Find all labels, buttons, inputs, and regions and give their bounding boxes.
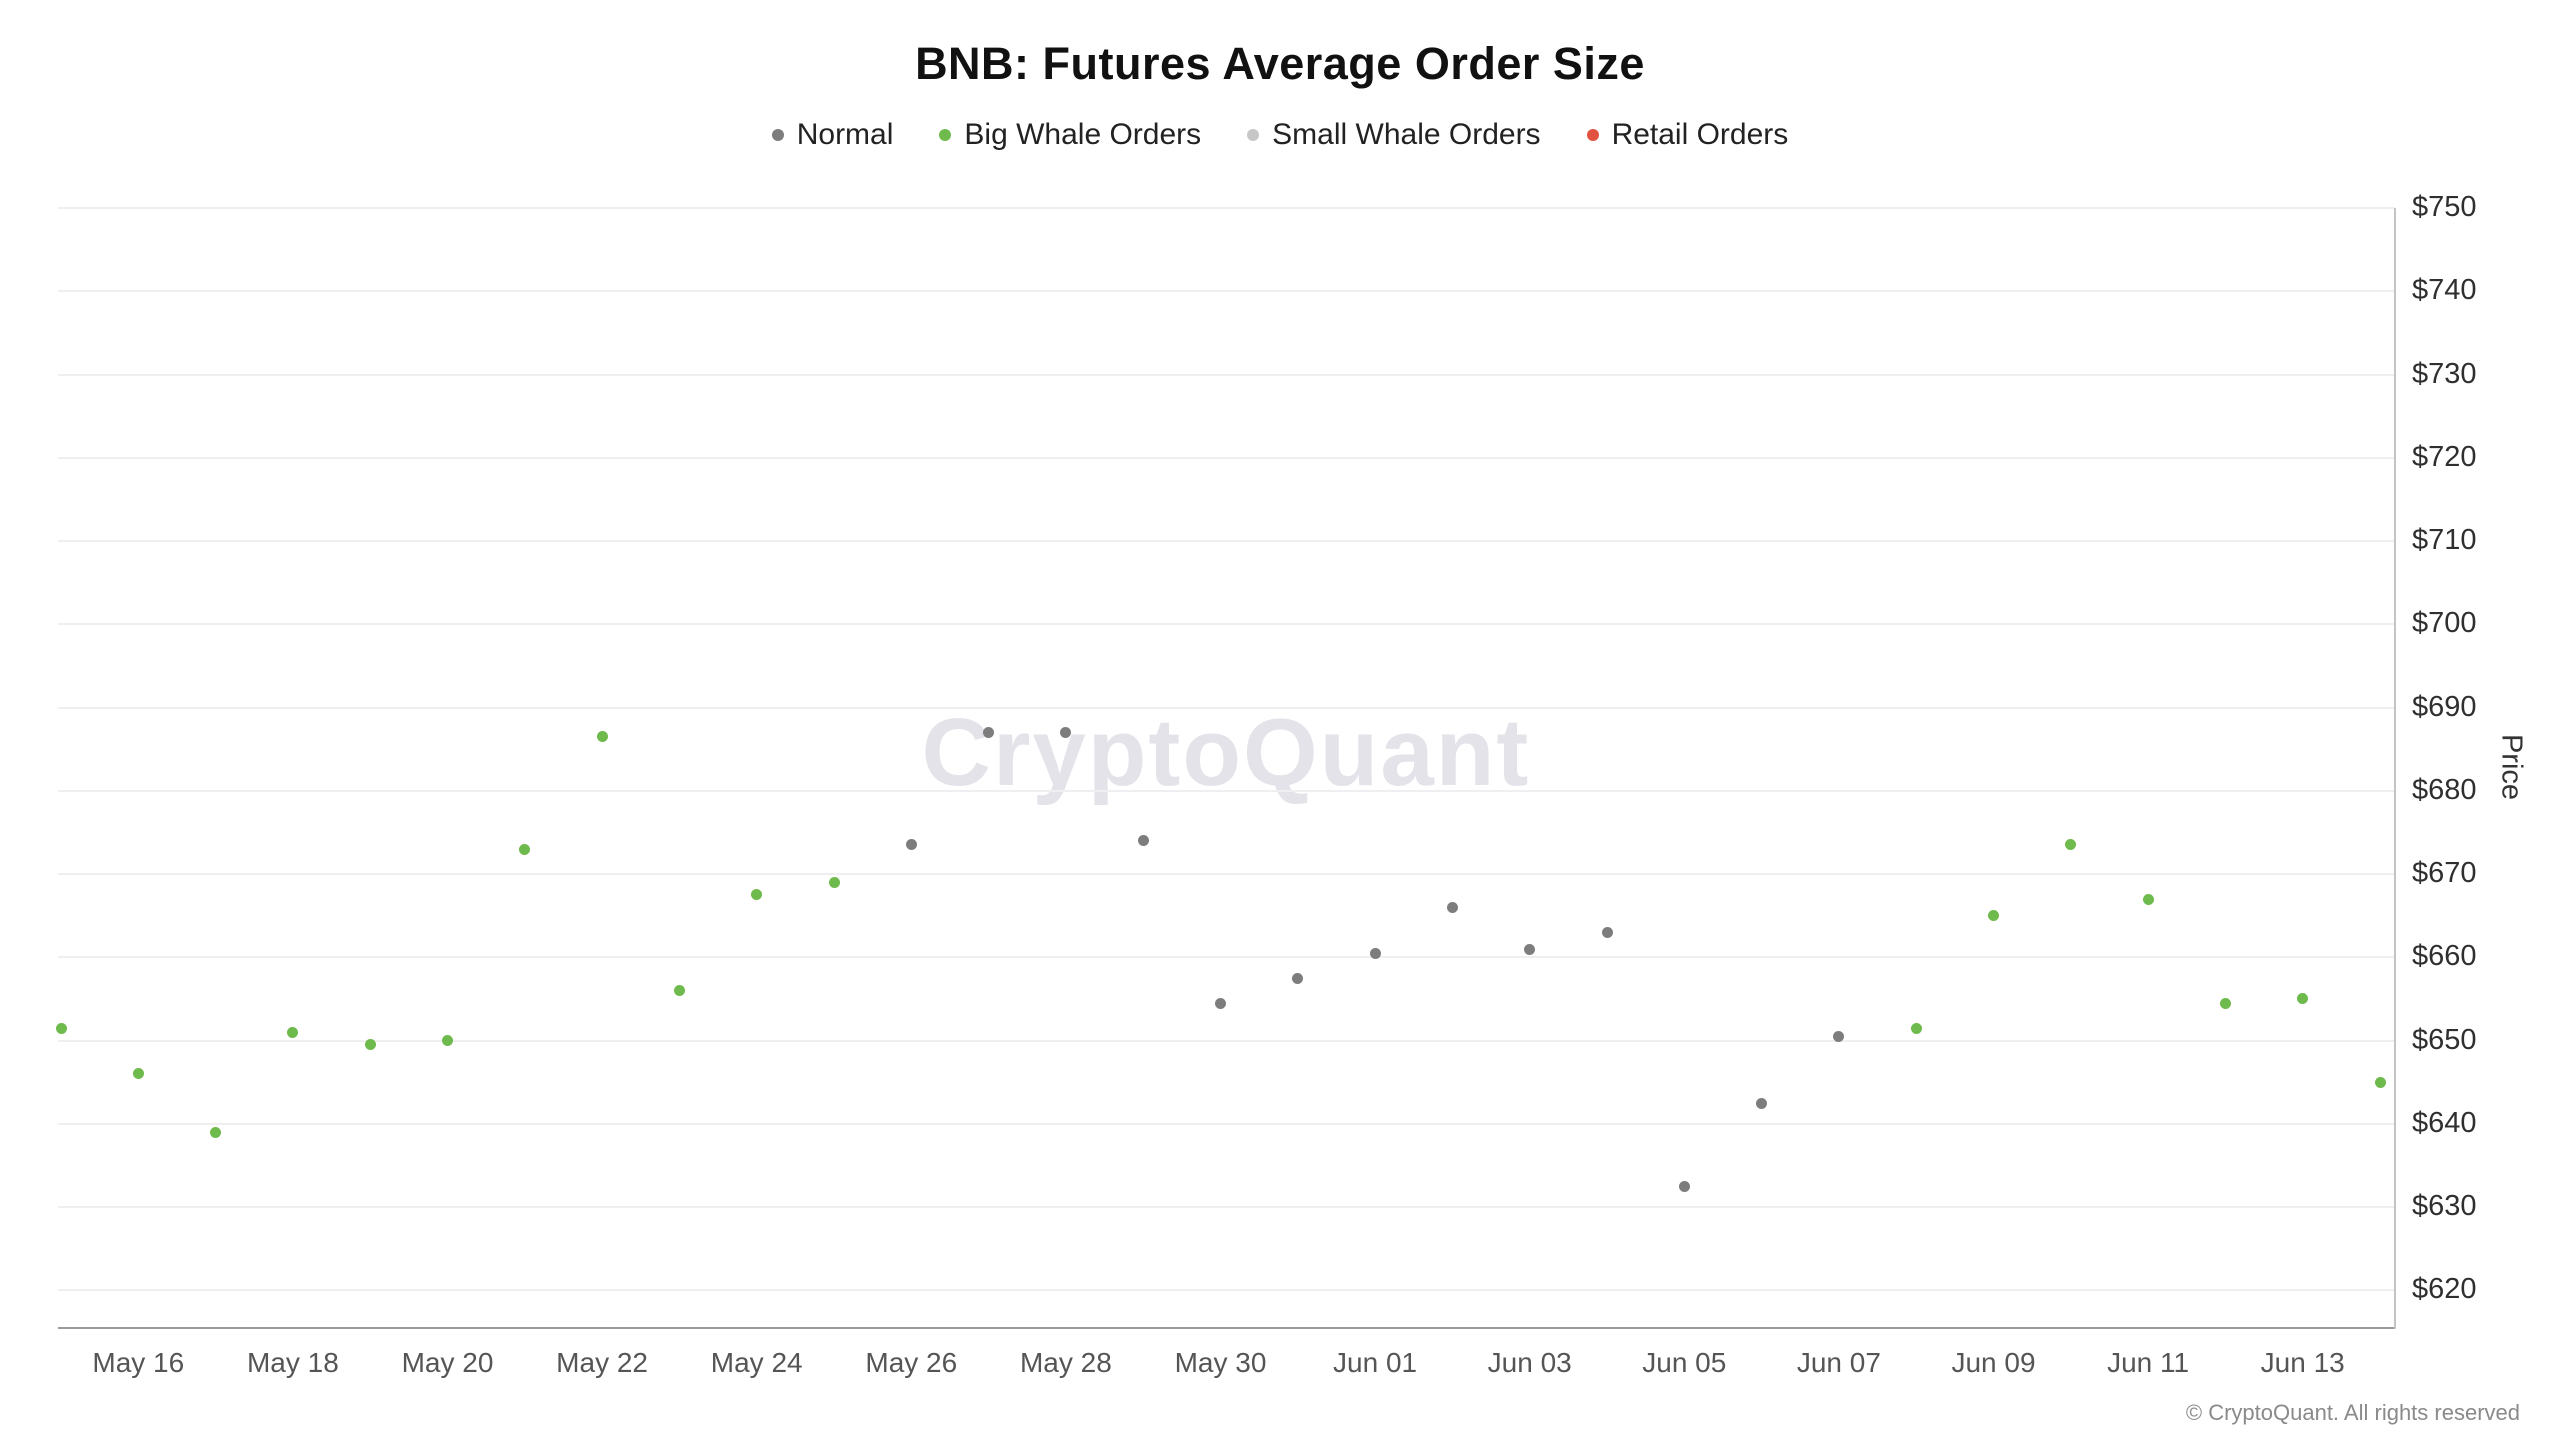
x-axis-tick-label: May 20 xyxy=(401,1347,494,1378)
legend-item-normal[interactable]: Normal xyxy=(771,118,894,152)
gridline xyxy=(58,956,2395,959)
x-axis-tick-label: Jun 05 xyxy=(1642,1347,1727,1378)
y-axis-tick-label: $720 xyxy=(2412,440,2477,473)
x-axis-tick-label: May 30 xyxy=(1174,1347,1267,1378)
data-point[interactable] xyxy=(364,1039,376,1051)
y-axis-tick-label: $680 xyxy=(2412,773,2477,806)
data-point[interactable] xyxy=(55,1022,67,1034)
legend-item-small-whale-orders[interactable]: Small Whale Orders xyxy=(1247,118,1541,152)
gridline xyxy=(58,1206,2395,1209)
data-point[interactable] xyxy=(2219,997,2231,1009)
data-point[interactable] xyxy=(751,889,763,901)
data-point[interactable] xyxy=(519,843,531,855)
gridline xyxy=(58,1122,2395,1125)
y-axis-tick-label: $640 xyxy=(2412,1106,2477,1139)
x-axis-tick-label: Jun 01 xyxy=(1333,1347,1418,1378)
y-axis-title: Price xyxy=(2495,733,2528,801)
data-point[interactable] xyxy=(2297,993,2309,1005)
gridline xyxy=(58,1039,2395,1042)
data-point[interactable] xyxy=(1910,1022,1922,1034)
y-axis-tick-label: $700 xyxy=(2412,607,2477,640)
data-point[interactable] xyxy=(442,1035,453,1047)
x-axis-tick-label: May 26 xyxy=(865,1347,958,1378)
y-axis-tick-label: $620 xyxy=(2412,1273,2477,1306)
copyright-text: © CryptoQuant. All rights reserved xyxy=(2185,1400,2520,1425)
legend-dot-icon xyxy=(1247,129,1260,141)
gridline xyxy=(58,789,2395,792)
legend-label: Retail Orders xyxy=(1611,118,1789,151)
gridline xyxy=(58,540,2395,543)
data-point[interactable] xyxy=(1060,727,1072,739)
x-axis-tick-label: Jun 13 xyxy=(2260,1347,2345,1378)
x-axis-tick-label: May 24 xyxy=(710,1347,803,1378)
y-axis-tick-label: $630 xyxy=(2412,1190,2477,1223)
gridline xyxy=(58,873,2395,876)
gridline xyxy=(58,373,2395,376)
y-axis-line xyxy=(2394,208,2396,1329)
data-point[interactable] xyxy=(1137,835,1149,847)
data-point[interactable] xyxy=(1446,901,1458,913)
x-axis-tick-label: May 18 xyxy=(246,1347,339,1378)
gridline xyxy=(58,706,2395,709)
legend: Normal Big Whale Orders Small Whale Orders… xyxy=(0,118,2560,152)
legend-label: Small Whale Orders xyxy=(1272,118,1541,151)
data-point[interactable] xyxy=(673,985,685,997)
data-point[interactable] xyxy=(1292,972,1304,984)
x-axis-tick-label: Jun 11 xyxy=(2107,1347,2190,1378)
x-axis-tick-label: Jun 09 xyxy=(1951,1347,2036,1378)
y-axis-tick-label: $670 xyxy=(2412,857,2477,890)
gridline xyxy=(58,456,2395,459)
y-axis-tick-label: $690 xyxy=(2412,690,2477,723)
data-point[interactable] xyxy=(1601,926,1613,938)
data-point[interactable] xyxy=(2142,893,2154,905)
data-point[interactable] xyxy=(905,839,917,851)
y-axis-tick-label: $710 xyxy=(2412,524,2477,557)
y-axis-tick-label: $660 xyxy=(2412,940,2477,973)
data-point[interactable] xyxy=(1678,1180,1690,1192)
data-point[interactable] xyxy=(1524,943,1536,955)
legend-dot-icon xyxy=(1586,129,1599,141)
data-point[interactable] xyxy=(828,876,840,888)
y-axis-tick-label: $740 xyxy=(2412,274,2477,307)
legend-dot-icon xyxy=(939,129,952,141)
data-point[interactable] xyxy=(287,1026,299,1038)
y-axis-tick-label: $730 xyxy=(2412,357,2477,390)
data-point[interactable] xyxy=(132,1068,144,1080)
x-axis-tick-label: Jun 03 xyxy=(1487,1347,1572,1378)
legend-label: Big Whale Orders xyxy=(964,118,1202,151)
x-axis-tick-label: Jun 07 xyxy=(1796,1347,1881,1378)
chart-title: BNB: Futures Average Order Size xyxy=(915,38,1645,89)
gridline xyxy=(58,290,2395,293)
x-axis-line xyxy=(58,1327,2395,1329)
data-point[interactable] xyxy=(1756,1097,1768,1109)
data-point[interactable] xyxy=(210,1126,222,1138)
x-axis-tick-label: May 22 xyxy=(556,1347,649,1378)
data-point[interactable] xyxy=(596,731,608,743)
data-point[interactable] xyxy=(2065,839,2077,851)
data-point[interactable] xyxy=(1369,947,1381,959)
x-axis-tick-label: May 16 xyxy=(92,1347,185,1378)
data-point[interactable] xyxy=(1833,1030,1845,1042)
data-point[interactable] xyxy=(1215,997,1226,1009)
data-point[interactable] xyxy=(1988,910,1999,922)
data-point[interactable] xyxy=(2374,1076,2386,1088)
gridline xyxy=(58,623,2395,626)
y-axis-tick-label: $750 xyxy=(2412,191,2477,223)
x-axis-tick-label: May 28 xyxy=(1019,1347,1112,1378)
legend-label: Normal xyxy=(796,118,894,151)
gridline xyxy=(58,1289,2395,1292)
y-axis-tick-label: $650 xyxy=(2412,1023,2477,1056)
legend-item-retail-orders[interactable]: Retail Orders xyxy=(1586,118,1789,152)
legend-item-big-whale-orders[interactable]: Big Whale Orders xyxy=(939,118,1201,152)
legend-dot-icon xyxy=(771,129,784,141)
data-point[interactable] xyxy=(983,727,995,739)
gridline xyxy=(58,207,2395,209)
